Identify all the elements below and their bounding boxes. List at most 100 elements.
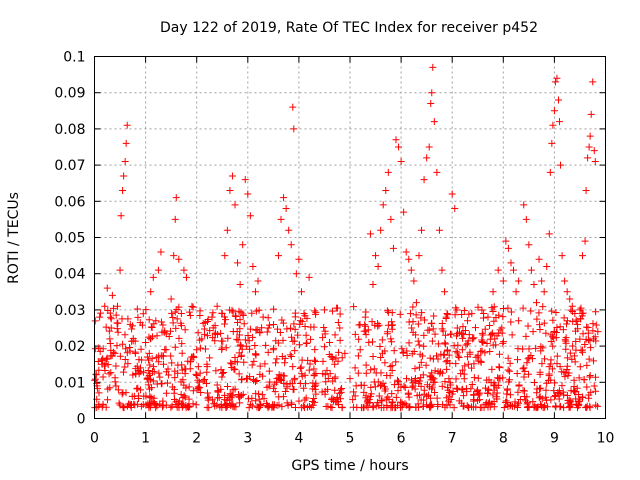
background-point — [335, 389, 343, 397]
background-point — [218, 373, 226, 381]
background-point — [309, 401, 317, 409]
data-point — [239, 241, 247, 249]
background-point — [393, 376, 401, 384]
data-point — [554, 96, 562, 104]
data-point — [425, 143, 433, 151]
background-point — [272, 359, 280, 367]
data-point — [374, 262, 382, 270]
background-point — [460, 375, 468, 383]
background-point — [592, 401, 600, 409]
background-point — [553, 352, 561, 360]
background-point — [137, 402, 145, 410]
background-point — [592, 308, 600, 316]
data-point — [484, 313, 492, 321]
background-point — [134, 392, 142, 400]
background-point — [442, 313, 450, 321]
background-point — [146, 401, 154, 409]
background-point — [287, 353, 295, 361]
background-point — [370, 378, 378, 386]
background-point — [114, 319, 122, 327]
background-point — [567, 306, 575, 314]
data-point — [543, 262, 551, 270]
data-point — [346, 375, 354, 383]
background-point — [170, 395, 178, 403]
background-point — [248, 309, 256, 317]
background-point — [126, 401, 134, 409]
background-point — [475, 357, 483, 365]
background-point — [203, 332, 211, 340]
data-point — [287, 241, 295, 249]
background-point — [181, 393, 189, 401]
background-point — [168, 359, 176, 367]
background-point — [471, 324, 479, 332]
background-point — [398, 403, 406, 411]
data-point — [180, 266, 188, 274]
background-point — [431, 388, 439, 396]
background-point — [523, 400, 531, 408]
background-point — [266, 378, 274, 386]
background-point — [145, 399, 153, 407]
background-point — [367, 366, 375, 374]
background-point — [420, 331, 428, 339]
background-point — [399, 349, 407, 357]
data-point — [535, 255, 543, 263]
background-point — [383, 307, 391, 315]
background-point — [290, 376, 298, 384]
background-point — [97, 309, 105, 317]
background-point — [459, 323, 467, 331]
background-point — [446, 359, 454, 367]
background-point — [446, 379, 454, 387]
background-point — [476, 389, 484, 397]
background-point — [514, 388, 522, 396]
background-point — [215, 394, 223, 402]
background-point — [389, 398, 397, 406]
background-point — [114, 328, 122, 336]
data-point — [106, 335, 114, 343]
background-point — [103, 354, 111, 362]
background-point — [462, 385, 470, 393]
data-point — [277, 215, 285, 223]
y-tick-label: 0 — [77, 412, 86, 428]
background-point — [388, 366, 396, 374]
background-point — [229, 401, 237, 409]
background-point — [230, 365, 238, 373]
x-tick-label: 8 — [499, 431, 508, 447]
background-point — [95, 366, 103, 374]
background-point — [349, 396, 357, 404]
background-point — [296, 317, 304, 325]
background-point — [468, 380, 476, 388]
background-point — [178, 366, 186, 374]
background-point — [459, 366, 467, 374]
background-point — [153, 332, 161, 340]
background-point — [355, 335, 363, 343]
background-point — [394, 387, 402, 395]
background-point — [436, 368, 444, 376]
data-point — [585, 143, 593, 151]
background-point — [388, 390, 396, 398]
background-point — [288, 333, 296, 341]
data-point — [122, 139, 130, 147]
background-point — [302, 394, 310, 402]
background-point — [477, 347, 485, 355]
background-point — [577, 304, 585, 312]
background-point — [421, 316, 429, 324]
background-point — [567, 387, 575, 395]
background-point — [458, 386, 466, 394]
background-point — [183, 403, 191, 411]
background-point — [403, 351, 411, 359]
background-point — [402, 401, 410, 409]
background-point — [406, 403, 414, 411]
background-point — [171, 374, 179, 382]
background-point — [302, 331, 310, 339]
background-point — [168, 402, 176, 410]
background-point — [556, 403, 564, 411]
background-point — [485, 398, 493, 406]
background-point — [372, 369, 380, 377]
background-point — [149, 377, 157, 385]
background-point — [441, 339, 449, 347]
background-point — [182, 404, 190, 412]
background-point — [160, 328, 168, 336]
background-point — [297, 363, 305, 371]
data-point — [274, 252, 282, 260]
background-point — [530, 378, 538, 386]
